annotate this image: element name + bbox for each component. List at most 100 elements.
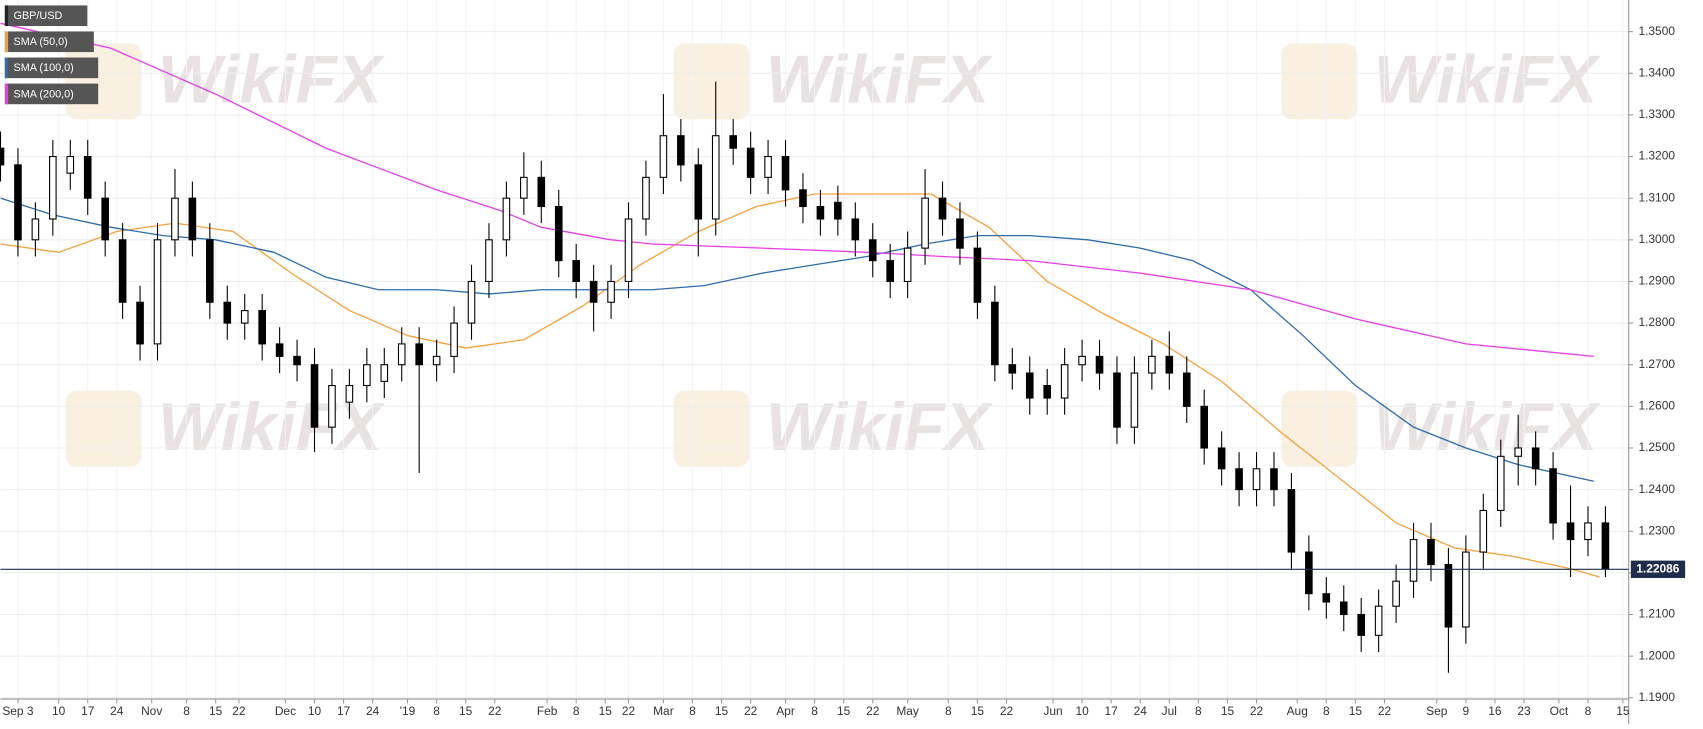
candle-body xyxy=(1270,468,1278,491)
y-tick-label: 1.2000 xyxy=(1638,648,1675,662)
x-tick-label: May xyxy=(896,704,919,718)
x-tick-label: 22 xyxy=(744,704,758,718)
candle-body xyxy=(1462,551,1470,628)
candle-body xyxy=(363,364,371,387)
x-tick-label: 8 xyxy=(433,704,440,718)
x-tick-label: 8 xyxy=(573,704,580,718)
candle-body xyxy=(554,205,563,262)
candle-body xyxy=(973,247,982,303)
candle-body xyxy=(14,164,22,241)
candle-body xyxy=(1322,593,1331,603)
x-tick-label: 8 xyxy=(811,704,818,718)
candle-body xyxy=(101,197,109,241)
candle-body xyxy=(1095,355,1104,374)
candle-body xyxy=(1496,455,1505,511)
candle-body xyxy=(380,364,389,382)
y-tick-label: 1.3200 xyxy=(1638,149,1675,163)
legend-swatch xyxy=(4,83,9,105)
candle-body xyxy=(136,301,144,345)
candle-body xyxy=(589,280,598,303)
legend-label: SMA (200,0) xyxy=(14,88,74,100)
legend-swatch xyxy=(4,57,9,79)
candle-body xyxy=(293,355,301,366)
x-tick-label: 24 xyxy=(110,704,124,718)
watermark-logo xyxy=(65,390,142,467)
legend-box xyxy=(4,5,88,27)
x-tick-label: 22 xyxy=(1378,704,1392,718)
candle-body xyxy=(397,343,406,366)
candle-body xyxy=(991,301,999,366)
candle-body xyxy=(467,280,476,324)
x-tick-label: 22 xyxy=(1000,704,1014,718)
candle-body xyxy=(938,197,947,220)
candle-body xyxy=(83,156,92,199)
watermark-logo xyxy=(1281,43,1358,120)
x-tick-label: 22 xyxy=(1250,704,1264,718)
legend-box xyxy=(4,57,99,79)
candle-body xyxy=(1025,372,1034,399)
legend-label: GBP/USD xyxy=(14,10,63,22)
candle-body xyxy=(1078,355,1086,366)
candle-body xyxy=(799,189,807,208)
candle-body xyxy=(642,176,650,220)
x-tick-label: Nov xyxy=(141,704,162,718)
candle-body xyxy=(1409,539,1418,582)
candle-body xyxy=(450,322,458,357)
candle-body xyxy=(1060,364,1069,399)
candle-body xyxy=(223,301,232,324)
y-tick-label: 1.2600 xyxy=(1638,399,1675,413)
candle-body xyxy=(1584,522,1592,541)
candle-body xyxy=(171,197,179,241)
candle-body xyxy=(1531,447,1540,470)
legend-label: SMA (100,0) xyxy=(14,62,74,74)
candle-body xyxy=(1235,468,1243,491)
candle-body xyxy=(1217,447,1226,470)
plot xyxy=(0,22,1610,673)
y-tick-label: 1.1900 xyxy=(1638,690,1675,704)
x-tick-label: 22 xyxy=(866,704,880,718)
x-tick-label: 15 xyxy=(1616,704,1630,718)
x-tick-label: 23 xyxy=(1517,704,1531,718)
candle-body xyxy=(1374,605,1383,636)
candle-body xyxy=(66,156,75,174)
x-tick-label: 15 xyxy=(209,704,223,718)
candle-body xyxy=(1514,447,1523,457)
x-tick-label: 8 xyxy=(945,704,952,718)
candle-body xyxy=(1287,489,1296,553)
legend-box xyxy=(4,31,94,53)
candle-body xyxy=(1427,539,1435,566)
last-price-label: 1.22086 xyxy=(1636,561,1680,575)
x-tick-label: 15 xyxy=(1221,704,1235,718)
candle-body xyxy=(1392,580,1400,607)
y-tick-label: 1.2100 xyxy=(1638,607,1675,621)
candle-body xyxy=(1357,613,1365,636)
candle-body xyxy=(1182,372,1191,407)
y-tick-label: 1.3300 xyxy=(1638,107,1675,121)
candle-body xyxy=(188,197,197,241)
candle-body xyxy=(956,218,964,249)
watermark-logo xyxy=(65,43,142,120)
candle-body xyxy=(694,164,703,220)
candle-body xyxy=(1549,468,1557,524)
x-tick-label: 17 xyxy=(337,704,351,718)
axes: 1.19001.20001.21001.22001.23001.24001.25… xyxy=(0,24,1686,718)
x-tick-label: 10 xyxy=(1075,704,1089,718)
x-tick-label: 22 xyxy=(622,704,636,718)
candle-body xyxy=(729,135,737,149)
x-tick-label: 10 xyxy=(308,704,322,718)
watermark: WikiFX xyxy=(766,390,994,465)
watermark: WikiFX xyxy=(766,42,994,117)
y-tick-label: 1.2500 xyxy=(1638,440,1675,454)
sma-line xyxy=(0,22,1594,358)
x-tick-label: 16 xyxy=(1488,704,1502,718)
candle-body xyxy=(1113,372,1121,428)
legend-box xyxy=(4,83,99,105)
candle-body xyxy=(1165,355,1174,374)
candle-body xyxy=(240,310,249,324)
x-tick-label: 15 xyxy=(459,704,473,718)
candle-body xyxy=(328,384,336,428)
candle-body xyxy=(851,218,860,241)
x-tick-label: Apr xyxy=(776,704,795,718)
y-tick-label: 1.3500 xyxy=(1638,24,1675,38)
candle-body xyxy=(868,239,877,262)
